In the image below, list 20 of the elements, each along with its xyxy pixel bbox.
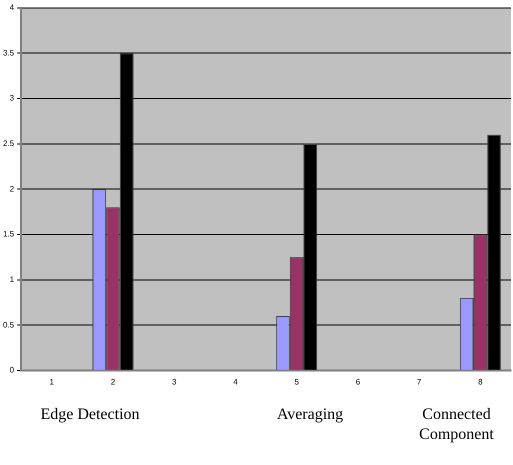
y-tick-label: 3.5 [2,48,15,58]
y-tick-label: 2.5 [2,138,15,148]
x-tick-label: 2 [110,377,116,386]
x-tick-label: 5 [294,377,300,386]
y-tick-label: 1.5 [2,230,15,239]
text: Connected Component [418,405,495,445]
y-tick-label: 0.5 [2,320,15,330]
text: Averaging [276,405,344,425]
y-tick-label: 3 [10,94,15,103]
x-tick-label: 7 [416,377,422,386]
x-tick-label: 4 [233,377,238,386]
y-tick-label: 2 [10,184,15,194]
y-tick-label: 4 [10,3,15,12]
x-tick-label: 6 [356,377,361,386]
y-tick-label: 0 [10,366,15,375]
x-tick-label: 8 [478,377,484,386]
y-tick-label: 1 [10,274,15,284]
text: Edge Detection [39,405,141,425]
x-tick-label: 1 [50,377,55,386]
x-tick-label: 3 [172,377,177,386]
